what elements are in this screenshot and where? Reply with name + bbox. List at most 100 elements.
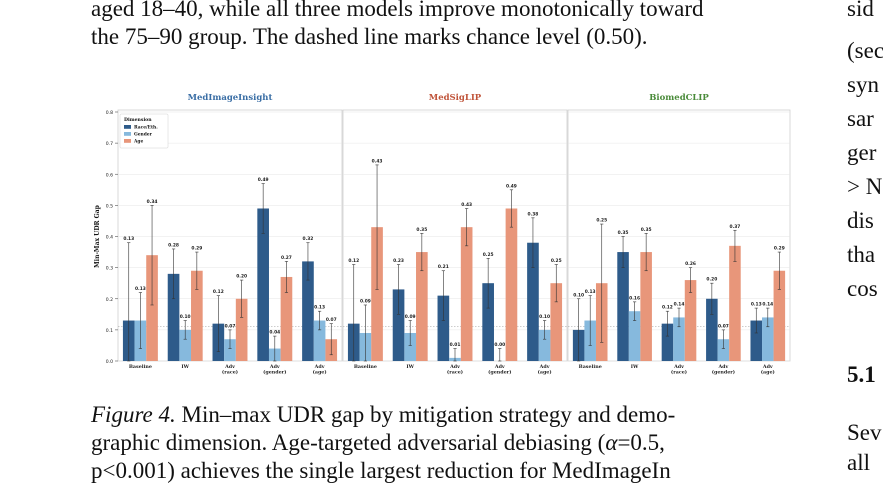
bar — [280, 276, 293, 361]
bar — [191, 270, 203, 361]
bar — [179, 329, 192, 361]
data-label: 0.38 — [528, 211, 539, 217]
caption-line-3: p<0.001) achieves the single largest red… — [91, 458, 671, 483]
right-col-heading: 5.1 — [847, 362, 876, 387]
right-col-after-1: Sev — [847, 420, 882, 445]
data-label: 0.13 — [751, 302, 762, 308]
chart-panel-1: 0.0 0.1 0.2 0.3 0.4 0.5 0.6 0.7 0.8 Min-Max UDR G… — [94, 93, 343, 376]
figure-4: 0.0 0.1 0.2 0.3 0.4 0.5 0.6 0.7 0.8 Min-Max UDR G… — [94, 93, 791, 376]
bar — [538, 329, 551, 361]
bar — [302, 261, 314, 361]
category-label: (gender) — [488, 369, 511, 376]
bar — [437, 295, 450, 361]
data-label: 0.10 — [180, 314, 191, 320]
legend-swatch — [124, 132, 131, 136]
data-label: 0.07 — [718, 323, 729, 329]
category-label: Adv — [314, 364, 325, 370]
right-col-after-2: all — [847, 450, 870, 475]
y-tick-label: 0.3 — [106, 266, 113, 272]
caption-alpha: α — [605, 430, 618, 455]
caption-text-1: Min–max UDR gap by mitigation strategy a… — [181, 402, 676, 427]
category-label: (age) — [761, 369, 775, 376]
data-label: 0.43 — [461, 202, 472, 208]
data-label: 0.26 — [685, 261, 696, 267]
data-label: 0.13 — [123, 236, 134, 242]
category-label: Baseline — [354, 364, 377, 370]
caption-label: Figure 4. — [91, 402, 176, 427]
bar — [762, 317, 774, 361]
caption-line-2: graphic dimension. Age-targeted adversar… — [91, 430, 665, 456]
category-label: (race) — [671, 369, 687, 376]
bar — [257, 208, 269, 361]
bar — [706, 298, 718, 361]
data-label: 0.29 — [191, 246, 202, 252]
body-text-line-1: aged 18–40, while all three models impro… — [91, 0, 704, 21]
y-tick-label: 0.0 — [106, 359, 113, 365]
bar — [235, 298, 248, 361]
category-label: (age) — [313, 369, 327, 376]
chart-title: BiomedCLIP — [649, 93, 709, 103]
data-label: 0.20 — [236, 274, 247, 280]
caption-text-2a: graphic dimension. Age-targeted adversar… — [91, 430, 606, 455]
bar — [146, 255, 158, 361]
right-col-line-6: > N — [847, 174, 883, 199]
data-label: 0.20 — [706, 277, 717, 283]
bar — [313, 320, 326, 361]
data-label: 0.27 — [281, 255, 292, 261]
bar — [224, 339, 236, 361]
y-axis-label: Min-Max UDR Gap — [94, 205, 101, 268]
category-label: (age) — [538, 369, 552, 376]
data-label: 0.13 — [314, 305, 325, 311]
right-col-line-5: ger — [847, 140, 877, 165]
data-label: 0.35 — [618, 230, 629, 236]
data-label: 0.13 — [135, 286, 146, 292]
data-label: 0.14 — [674, 302, 685, 308]
right-col-line-7: dis — [847, 208, 874, 233]
bar — [617, 252, 629, 361]
y-tick-label: 0.8 — [106, 110, 113, 116]
category-label: Adv — [449, 364, 460, 370]
legend-label: Race/Eth. — [134, 126, 158, 131]
bar — [729, 245, 741, 361]
bar — [717, 339, 730, 361]
category-label: (gender) — [263, 369, 286, 376]
data-label: 0.12 — [213, 289, 224, 295]
data-label: 0.10 — [573, 292, 584, 298]
data-label: 0.09 — [360, 298, 371, 304]
category-label: Adv — [762, 364, 773, 370]
data-label: 0.01 — [450, 342, 461, 348]
chart-title: MedSigLIP — [429, 93, 482, 103]
category-label: Baseline — [579, 364, 602, 370]
y-tick-label: 0.5 — [106, 203, 113, 209]
y-tick-label: 0.2 — [106, 297, 113, 303]
data-label: 0.12 — [348, 258, 359, 264]
category-label: Adv — [224, 364, 235, 370]
category-label: IW — [406, 364, 414, 370]
legend-swatch — [124, 125, 131, 129]
bar — [167, 273, 180, 361]
category-label: Adv — [673, 364, 684, 370]
right-col-line-8: tha — [847, 242, 876, 267]
right-col-line-9: cos — [847, 276, 878, 301]
caption-text-2b: =0.5, — [617, 430, 665, 455]
chart-title: MedImageInsight — [188, 93, 273, 103]
bar — [684, 280, 697, 361]
category-label: Adv — [494, 364, 505, 370]
data-label: 0.29 — [774, 246, 785, 252]
y-tick-label: 0.4 — [106, 235, 113, 241]
category-label: Adv — [539, 364, 550, 370]
bar — [750, 320, 763, 361]
category-label: Adv — [269, 364, 280, 370]
category-label: Adv — [717, 364, 728, 370]
data-label: 0.04 — [269, 330, 280, 336]
data-label: 0.12 — [662, 305, 673, 311]
bar — [527, 242, 539, 361]
category-label: IW — [631, 364, 639, 370]
bar — [404, 332, 417, 361]
bar — [628, 311, 641, 361]
legend-label: Gender — [134, 133, 153, 138]
data-label: 0.37 — [730, 224, 741, 230]
data-label: 0.07 — [326, 317, 337, 323]
data-label: 0.43 — [372, 158, 383, 164]
bar — [673, 317, 685, 361]
